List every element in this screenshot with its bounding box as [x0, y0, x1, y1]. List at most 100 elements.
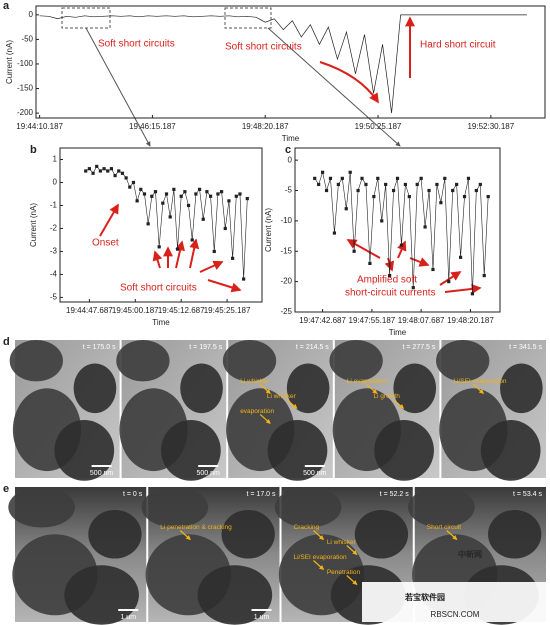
point: [435, 182, 439, 187]
point: [197, 187, 202, 191]
panel-label: c: [285, 144, 291, 156]
x-tick-label: 19:47:42.687: [299, 316, 346, 325]
point: [161, 201, 165, 205]
point: [320, 170, 325, 174]
callout: Cracking: [294, 524, 320, 531]
point: [194, 192, 198, 196]
callout-arrow: [393, 398, 405, 409]
plot-frame: [59, 147, 263, 303]
particle: [9, 340, 63, 382]
point: [360, 176, 364, 180]
panel-label: b: [30, 144, 37, 156]
callout: Li penetration & cracking: [160, 524, 232, 531]
y-tick-label: 0: [29, 10, 34, 19]
x-tick-label: 19:46:15.187: [129, 122, 176, 131]
point: [340, 176, 344, 180]
y-tick-label: -25: [280, 307, 292, 316]
point: [455, 182, 459, 187]
y-tick-label: 1: [53, 155, 58, 164]
point: [419, 176, 423, 180]
point: [368, 261, 372, 266]
point: [415, 182, 419, 187]
x-tick-label: 19:44:10.187: [16, 122, 63, 131]
y-tick-label: -50: [21, 35, 33, 44]
point: [431, 267, 435, 272]
point: [190, 238, 194, 242]
point: [208, 194, 213, 198]
point: [372, 194, 376, 199]
point: [242, 277, 246, 281]
annotation: Onset: [92, 238, 119, 249]
point: [399, 243, 404, 247]
frame-time: t = 52.2 s: [380, 491, 409, 498]
logo-text: 若宝软件园: [404, 592, 445, 602]
point: [205, 190, 209, 194]
connectors: [61, 7, 401, 147]
point: [344, 207, 348, 211]
y-tick-label: 0: [53, 178, 58, 187]
point: [113, 173, 117, 178]
scale-label: 1 um: [120, 614, 136, 621]
particle: [274, 487, 342, 528]
point: [98, 169, 102, 173]
callout: Li/SEI evaporation: [453, 378, 507, 385]
point: [128, 185, 132, 189]
point: [183, 190, 187, 194]
scale-label: 500 nm: [197, 470, 221, 477]
scale-label: 1 um: [254, 614, 270, 621]
particle: [408, 487, 475, 528]
y-tick-label: -2: [50, 224, 58, 233]
y-axis-label: Current (nA): [5, 40, 14, 84]
callout-arrow: [313, 530, 325, 541]
annotation: Soft short circuits: [225, 42, 302, 53]
callout-arrow: [366, 383, 378, 394]
callout: Li growth: [373, 393, 400, 400]
y-tick-label: -100: [17, 59, 34, 68]
point: [423, 225, 427, 229]
micrograph: t = 197.5 s 500 nm: [116, 340, 227, 481]
callout: Short circuit: [427, 524, 462, 531]
particle: [221, 509, 275, 559]
callout-arrow: [346, 575, 358, 586]
point: [150, 194, 154, 198]
y-axis-label: Current (nA): [29, 203, 38, 247]
point: [186, 203, 191, 208]
panel-label: e: [3, 483, 9, 495]
point: [84, 169, 88, 173]
x-tick-label: 19:50:25.187: [355, 122, 402, 131]
x-tick-label: 19:52:30.187: [467, 122, 514, 131]
micrograph: t = 175.0 s 500 nm: [9, 340, 120, 481]
annotation: short-circuit currents: [345, 288, 436, 299]
particle: [393, 363, 437, 414]
particle: [8, 487, 75, 528]
point: [139, 187, 143, 191]
point: [427, 188, 431, 193]
callout-arrow: [472, 383, 484, 394]
point: [238, 192, 242, 196]
scale-label: 500 nm: [303, 470, 327, 477]
point: [443, 176, 447, 180]
particle: [329, 340, 383, 382]
logo-bg: [362, 582, 550, 622]
frame-time: t = 0 s: [123, 491, 143, 498]
annotation: Hard short circuit: [420, 40, 496, 51]
particle: [436, 340, 490, 382]
point: [106, 169, 110, 173]
annotation: Amplified soft: [357, 275, 417, 286]
point: [131, 180, 136, 185]
point: [234, 194, 238, 198]
point: [376, 176, 380, 180]
point: [336, 182, 340, 187]
y-tick-label: -10: [280, 216, 292, 225]
point: [462, 194, 467, 199]
point: [447, 280, 451, 284]
frame-time: t = 175.0 s: [83, 344, 116, 351]
point: [470, 292, 475, 296]
point: [102, 167, 106, 171]
point: [245, 196, 249, 201]
particle: [354, 509, 409, 559]
point: [458, 255, 463, 259]
y-axis-label: Current (nA): [264, 208, 273, 252]
scale-label: 500 nm: [90, 470, 114, 477]
